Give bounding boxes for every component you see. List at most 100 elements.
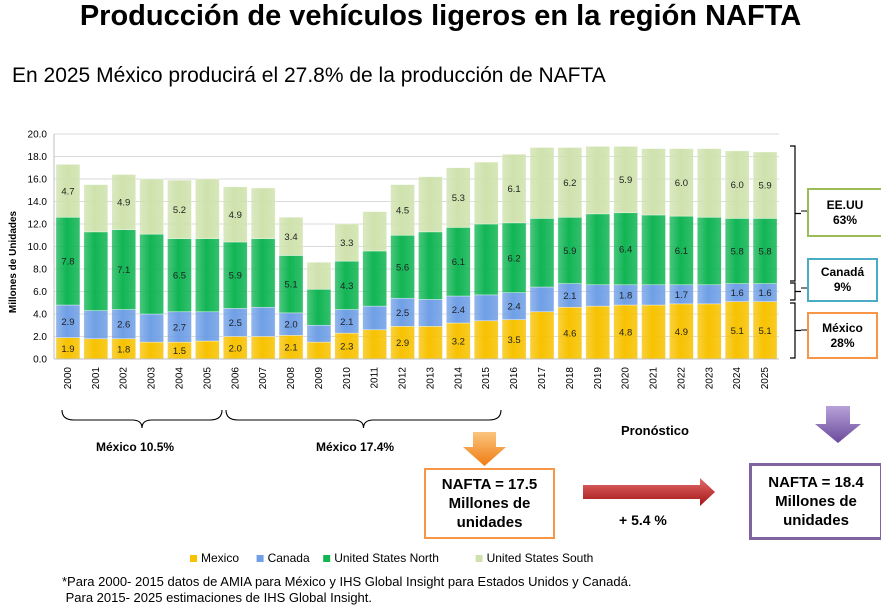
bar-us_north-2000 <box>55 216 81 306</box>
data-label-mexico-2022: 4.9 <box>675 327 688 338</box>
legend-label-us_south: United States South <box>487 551 594 565</box>
bar-us_north-2020 <box>613 212 638 286</box>
brace-eeuu <box>790 145 801 282</box>
bar-us_south-2005 <box>195 178 220 239</box>
period-label-2000-2005: México 10.5% <box>96 440 175 454</box>
data-label-us_south-2022: 6.0 <box>675 178 688 189</box>
bar-us_north-2022 <box>669 215 694 286</box>
data-label-mexico-2020: 4.8 <box>619 328 632 339</box>
bar-us_south-2023 <box>696 148 722 218</box>
bar-us_south-2009 <box>306 261 332 290</box>
bar-canada-2000 <box>55 304 81 338</box>
footnote-line-2: Para 2015- 2025 estimaciones de IHS Glob… <box>62 590 373 605</box>
bar-canada-2001 <box>83 310 109 340</box>
data-label-us_north-2012: 5.6 <box>396 262 409 273</box>
bar-us_south-2016 <box>501 153 527 224</box>
bar-us_north-2008 <box>278 255 304 314</box>
data-label-us_south-2008: 3.4 <box>284 232 297 243</box>
data-label-us_south-2010: 3.3 <box>340 238 353 249</box>
data-label-us_south-2016: 6.1 <box>507 184 520 195</box>
data-label-mexico-2025: 5.1 <box>758 326 771 337</box>
bar-us_south-2003 <box>139 178 164 235</box>
x-tick-label-2021: 2021 <box>649 367 660 390</box>
x-tick-label-2006: 2006 <box>230 367 241 390</box>
x-tick-label-2019: 2019 <box>593 367 604 390</box>
bar-us_south-2013 <box>418 176 443 233</box>
bar-us_south-2000 <box>55 164 81 218</box>
x-tick-label-2017: 2017 <box>537 367 548 390</box>
data-label-us_south-2006: 4.9 <box>229 210 242 221</box>
data-label-us_south-2025: 5.9 <box>758 181 771 192</box>
share-mexico-value: 28% <box>830 335 855 350</box>
bar-mexico-2007 <box>250 336 276 360</box>
data-label-us_north-2024: 5.8 <box>731 247 744 258</box>
bracket-2006-2015 <box>225 409 502 429</box>
bar-mexico-2020 <box>613 304 638 360</box>
data-label-canada-2022: 1.7 <box>675 290 688 301</box>
bar-us_south-2008 <box>278 216 304 256</box>
share-box-eeuu: EE.UU 63% <box>807 188 881 237</box>
forecast-label: Pronóstico <box>621 423 689 438</box>
data-label-canada-2010: 2.1 <box>340 317 353 328</box>
share-box-canada: Canadá 9% <box>807 258 878 302</box>
x-tick-label-2016: 2016 <box>509 367 520 390</box>
x-tick-label-2025: 2025 <box>760 367 771 390</box>
nafta-2015-text: NAFTA = 17.5 Millones de unidades <box>441 476 538 531</box>
bar-us_south-2017 <box>529 147 555 219</box>
bar-mexico-2003 <box>139 341 164 360</box>
down-arrow-purple <box>815 406 861 443</box>
y-tick-label: 6.0 <box>33 287 47 298</box>
data-label-canada-2000: 2.9 <box>61 317 74 328</box>
x-tick-label-2023: 2023 <box>704 367 715 390</box>
bar-mexico-2013 <box>418 326 443 360</box>
growth-arrow <box>583 478 715 506</box>
bar-mexico-2005 <box>195 340 220 360</box>
bar-us_north-2002 <box>111 229 137 310</box>
data-label-us_north-2022: 6.1 <box>675 246 688 257</box>
legend-swatch-us_south <box>475 555 483 562</box>
data-label-us_south-2018: 6.2 <box>563 178 576 189</box>
bar-us_north-2016 <box>501 222 527 293</box>
share-canada-label: Canadá <box>820 265 865 279</box>
bar-us_north-2011 <box>362 250 387 307</box>
bar-us_north-2012 <box>390 234 415 299</box>
x-tick-label-2020: 2020 <box>621 367 632 390</box>
data-label-us_north-2010: 4.3 <box>340 281 353 292</box>
data-label-canada-2008: 2.0 <box>284 320 297 331</box>
data-label-mexico-2000: 1.9 <box>61 344 74 355</box>
data-label-us_south-2004: 5.2 <box>173 205 186 216</box>
bar-mexico-2024 <box>724 301 750 360</box>
bar-mexico-2015 <box>473 320 499 360</box>
bar-canada-2019 <box>585 284 611 307</box>
data-label-us_north-2008: 5.1 <box>284 280 297 291</box>
data-label-mexico-2004: 1.5 <box>173 346 186 357</box>
x-tick-label-2024: 2024 <box>732 367 743 390</box>
y-tick-label: 16.0 <box>28 175 48 186</box>
data-label-us_south-2014: 5.3 <box>452 193 465 204</box>
data-label-mexico-2008: 2.1 <box>284 343 297 354</box>
bar-us_south-2010 <box>334 223 360 262</box>
x-tick-label-2013: 2013 <box>425 367 436 390</box>
page-title: Producción de vehículos ligeros en la re… <box>79 0 802 32</box>
data-label-mexico-2002: 1.8 <box>117 344 130 355</box>
share-box-mexico: México 28% <box>807 312 878 359</box>
data-label-us_north-2025: 5.8 <box>758 247 771 258</box>
y-tick-label: 10.0 <box>28 242 48 253</box>
bar-us_north-2017 <box>529 218 555 288</box>
bar-mexico-2012 <box>390 326 415 360</box>
y-tick-label: 18.0 <box>28 152 48 163</box>
data-label-canada-2025: 1.6 <box>758 288 771 299</box>
bar-us_north-2003 <box>139 233 164 315</box>
data-label-canada-2012: 2.5 <box>396 308 409 319</box>
y-tick-label: 2.0 <box>33 332 47 343</box>
bar-us_north-2025 <box>752 218 778 284</box>
legend-swatch-us_north <box>323 555 331 562</box>
bar-us_south-2011 <box>362 211 387 252</box>
bar-mexico-2011 <box>362 329 387 360</box>
bar-mexico-2010 <box>334 332 360 360</box>
data-label-canada-2002: 2.6 <box>117 320 130 331</box>
y-tick-label: 0.0 <box>33 355 47 366</box>
bar-us_south-2018 <box>557 147 583 218</box>
bar-mexico-2016 <box>501 319 527 360</box>
data-label-us_north-2014: 6.1 <box>452 257 465 268</box>
